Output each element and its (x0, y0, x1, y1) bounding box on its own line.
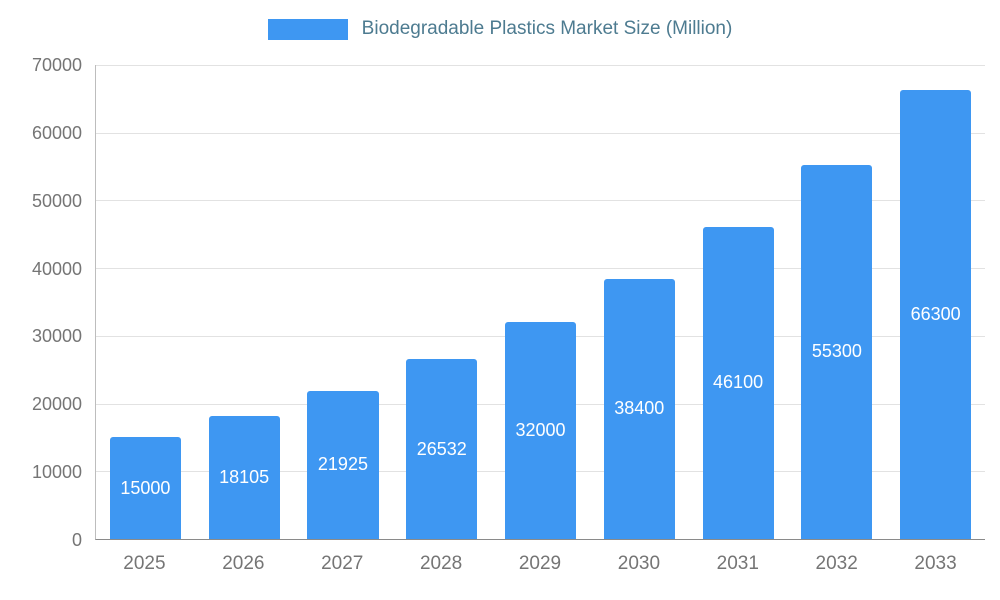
bar-value-label: 55300 (811, 341, 862, 362)
bar-slot: 32000 (491, 65, 590, 539)
bar-slot: 46100 (689, 65, 788, 539)
bar-slot: 15000 (96, 65, 195, 539)
x-axis-tick-label: 2028 (419, 553, 463, 574)
bar-value-label: 46100 (713, 372, 764, 393)
bar-2026: 18105 (208, 416, 280, 539)
bar-value-label: 26532 (416, 438, 467, 459)
bar-value-label: 18105 (219, 467, 270, 488)
bar-slot: 55300 (787, 65, 886, 539)
bar-value-label: 15000 (120, 477, 171, 498)
x-axis: 2025 2026 2027 2028 2029 2030 2031 2032 2033 (95, 553, 985, 575)
x-axis-tick-label: 2031 (716, 553, 759, 574)
x-axis-tick-label: 2030 (617, 553, 661, 574)
x-axis-tick-label: 2032 (815, 553, 858, 574)
bar-value-label: 66300 (910, 304, 961, 325)
y-axis-tick-label: 40000 (31, 258, 82, 279)
x-axis-tick-label: 2025 (123, 553, 166, 574)
x-axis-tick-label: 2033 (914, 553, 957, 574)
bar-2033: 66300 (900, 90, 972, 539)
gridline (96, 132, 985, 134)
bar-2029: 32000 (504, 322, 577, 539)
bar-2032: 55300 (801, 164, 873, 539)
legend-label: Biodegradable Plastics Market Size (Mill… (361, 18, 733, 39)
y-axis-tick-label: 0 (71, 530, 82, 550)
plot-area: 15000 18105 21925 26532 32000 38400 46100 55300… (95, 65, 985, 540)
y-axis-tick-label: 70000 (31, 55, 82, 75)
bar-2031: 46100 (702, 226, 774, 539)
gridline (96, 65, 985, 66)
bar-2025: 15000 (109, 437, 181, 539)
y-axis: 0 10000 20000 30000 40000 50000 60000 70000 (0, 55, 82, 550)
x-axis-tick-label: 2026 (222, 553, 265, 574)
bar-slot: 66300 (886, 65, 985, 539)
y-axis-tick-label: 20000 (31, 394, 82, 415)
bar-value-label: 32000 (515, 420, 566, 441)
bar-slot: 21925 (294, 65, 393, 539)
chart-legend: Biodegradable Plastics Market Size (Mill… (0, 18, 1000, 40)
bar-slot: 26532 (392, 65, 491, 539)
gridline (96, 268, 985, 270)
y-axis-tick-label: 10000 (31, 462, 82, 483)
x-axis-tick-label: 2029 (518, 553, 562, 574)
bar-value-label: 38400 (614, 398, 665, 419)
bar-2028: 26532 (406, 359, 478, 539)
bars-container: 15000 18105 21925 26532 32000 38400 46100 55300… (96, 65, 985, 539)
x-axis-tick-label: 2027 (321, 553, 364, 574)
gridline (96, 200, 985, 202)
bar-2027: 21925 (307, 390, 379, 539)
y-axis-tick-label: 60000 (31, 122, 82, 143)
bar-value-label: 21925 (317, 454, 368, 475)
legend-swatch (267, 18, 348, 40)
bar-2030: 38400 (603, 278, 675, 539)
bar-slot: 38400 (590, 65, 689, 539)
y-axis-tick-label: 50000 (31, 190, 82, 211)
y-axis-tick-label: 30000 (31, 326, 82, 347)
bar-slot: 18105 (195, 65, 294, 539)
